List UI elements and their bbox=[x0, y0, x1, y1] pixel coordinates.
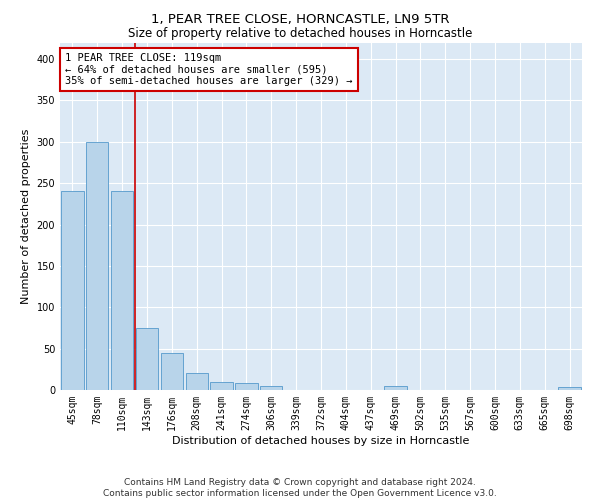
X-axis label: Distribution of detached houses by size in Horncastle: Distribution of detached houses by size … bbox=[172, 436, 470, 446]
Bar bbox=[61, 192, 83, 390]
Bar bbox=[559, 386, 581, 390]
Bar bbox=[111, 192, 133, 390]
Bar bbox=[86, 142, 109, 390]
Text: Size of property relative to detached houses in Horncastle: Size of property relative to detached ho… bbox=[128, 28, 472, 40]
Bar bbox=[136, 328, 158, 390]
Bar bbox=[161, 353, 183, 390]
Text: 1, PEAR TREE CLOSE, HORNCASTLE, LN9 5TR: 1, PEAR TREE CLOSE, HORNCASTLE, LN9 5TR bbox=[151, 12, 449, 26]
Y-axis label: Number of detached properties: Number of detached properties bbox=[21, 128, 31, 304]
Text: 1 PEAR TREE CLOSE: 119sqm
← 64% of detached houses are smaller (595)
35% of semi: 1 PEAR TREE CLOSE: 119sqm ← 64% of detac… bbox=[65, 53, 353, 86]
Bar bbox=[235, 384, 257, 390]
Bar bbox=[385, 386, 407, 390]
Text: Contains HM Land Registry data © Crown copyright and database right 2024.
Contai: Contains HM Land Registry data © Crown c… bbox=[103, 478, 497, 498]
Bar bbox=[260, 386, 283, 390]
Bar bbox=[211, 382, 233, 390]
Bar bbox=[185, 374, 208, 390]
